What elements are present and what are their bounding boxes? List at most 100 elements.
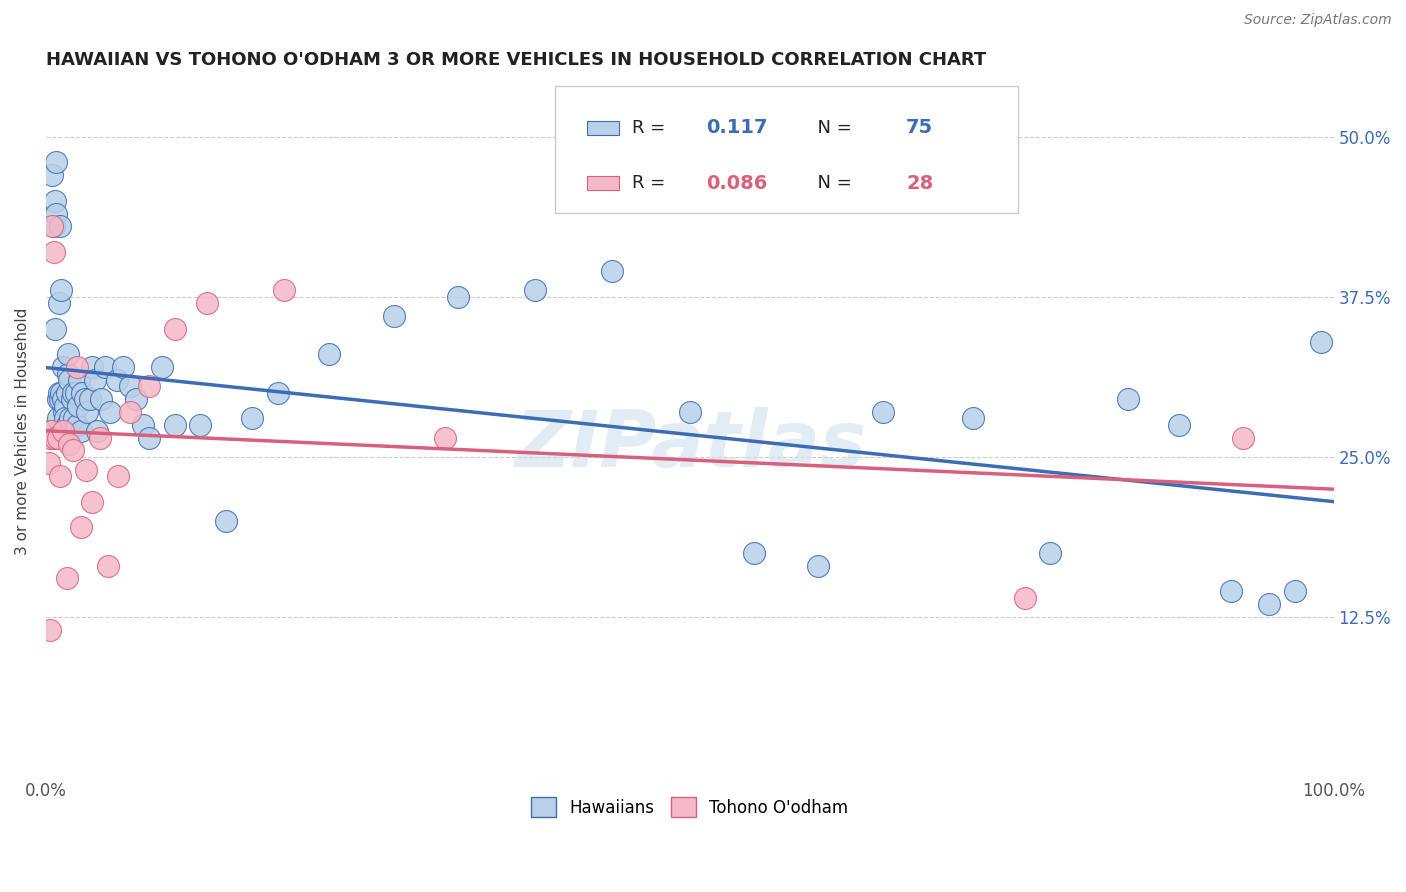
Point [53,405,76,419]
Point [46,411,69,425]
Point [38,424,60,438]
Point [112,360,135,375]
Point [67,399,90,413]
Point [51,385,73,400]
Point [1258,597,1281,611]
Point [138,379,160,393]
Point [70,385,93,400]
Point [273,284,295,298]
Point [38,623,60,637]
Point [66,417,89,432]
Point [163,417,186,432]
Point [190,417,212,432]
Point [105,373,128,387]
Point [447,290,470,304]
Point [48,385,70,400]
Point [215,514,238,528]
Point [118,405,141,419]
Point [86,424,108,438]
Point [42,219,65,234]
Point [41,168,63,182]
Text: Source: ZipAtlas.com: Source: ZipAtlas.com [1244,13,1392,28]
Point [44,194,66,208]
Point [45,206,67,220]
Point [1309,334,1331,349]
Point [49,219,72,234]
Point [52,424,75,438]
Point [90,392,112,407]
FancyBboxPatch shape [554,86,1018,213]
Text: 75: 75 [905,118,934,137]
Point [118,379,141,393]
Point [55,571,77,585]
Point [75,462,97,476]
Point [55,417,77,432]
Point [55,385,77,400]
Point [1168,417,1191,432]
Point [89,431,111,445]
Point [41,431,63,445]
Point [53,411,76,425]
Point [679,405,702,419]
Point [44,322,66,336]
Point [131,417,153,432]
Point [97,558,120,573]
Point [53,399,76,413]
Point [65,385,87,400]
Point [62,443,84,458]
Point [79,392,101,407]
Point [195,296,218,310]
Point [58,373,80,387]
Point [83,373,105,387]
Point [318,347,340,361]
Point [63,411,86,425]
Point [45,155,67,169]
Point [434,431,457,445]
Text: N =: N = [806,174,858,193]
Point [66,360,89,375]
FancyBboxPatch shape [586,177,619,190]
Text: 28: 28 [905,174,934,193]
Point [1014,591,1036,605]
Legend: Hawaiians, Tohono O'odham: Hawaiians, Tohono O'odham [524,790,855,824]
Point [69,424,91,438]
Point [41,219,63,234]
Point [38,456,60,470]
Point [44,431,66,445]
Text: R =: R = [631,174,671,193]
Point [82,360,104,375]
Text: R =: R = [631,119,671,136]
Point [962,411,984,425]
Point [76,405,98,419]
Point [163,322,186,336]
Point [46,392,69,407]
Point [267,385,290,400]
Point [602,264,624,278]
Point [125,392,148,407]
Point [62,385,84,400]
Point [73,392,96,407]
Point [107,469,129,483]
Point [42,244,65,259]
Text: N =: N = [806,119,858,136]
Point [807,558,830,573]
Point [69,373,91,387]
Text: 0.117: 0.117 [706,118,768,137]
Y-axis label: 3 or more Vehicles in Household: 3 or more Vehicles in Household [15,308,30,555]
Point [742,546,765,560]
Point [1284,584,1306,599]
FancyBboxPatch shape [586,120,619,135]
Point [52,392,75,407]
Point [69,520,91,534]
Point [53,424,76,438]
Text: HAWAIIAN VS TOHONO O'ODHAM 3 OR MORE VEHICLES IN HOUSEHOLD CORRELATION CHART: HAWAIIAN VS TOHONO O'ODHAM 3 OR MORE VEH… [46,51,986,69]
Point [58,437,80,451]
Point [56,347,79,361]
Point [1219,584,1241,599]
Point [39,424,62,438]
Point [1116,392,1139,407]
Point [382,309,405,323]
Point [524,284,547,298]
Point [82,494,104,508]
Point [1232,431,1254,445]
